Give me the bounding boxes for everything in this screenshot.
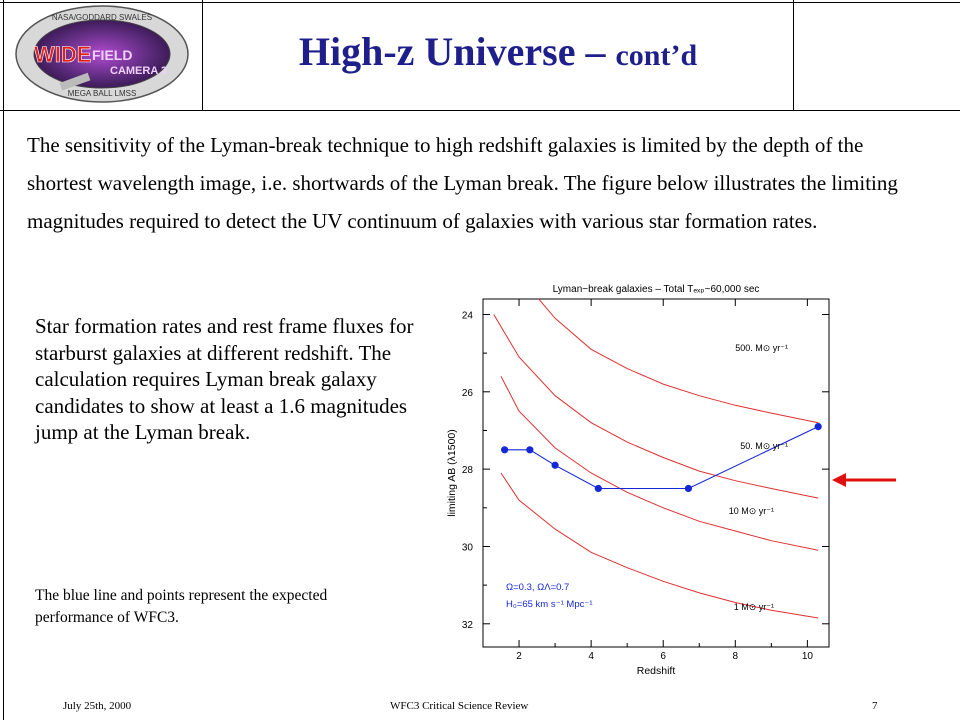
figure-caption: Star formation rates and rest frame flux… (35, 314, 414, 444)
y-axis-label: limiting AB (λ1500) (446, 429, 458, 517)
svg-text:NASA/GODDARD SWALES: NASA/GODDARD SWALES (52, 13, 152, 22)
footer-event: WFC3 Critical Science Review (390, 700, 529, 712)
svg-text:MEGA BALL LMSS: MEGA BALL LMSS (68, 89, 137, 98)
x-tick-label: 10 (802, 651, 814, 662)
x-tick-label: 8 (733, 651, 739, 662)
wfc3-point (551, 461, 559, 469)
y-tick-label: 30 (462, 542, 474, 553)
blue-line-note: The blue line and points represent the e… (35, 587, 328, 626)
wfc3-point (684, 484, 693, 493)
plot-frame (482, 298, 830, 648)
red-arrow-icon (832, 473, 896, 487)
curve-label: 50. M⊙ yr⁻¹ (740, 441, 788, 451)
wfc3-point (501, 446, 509, 454)
svg-text:WIDE: WIDE (34, 42, 91, 67)
x-axis-label: Redshift (637, 665, 676, 677)
svg-text:CAMERA 3: CAMERA 3 (110, 65, 167, 77)
wfc3-point (814, 423, 822, 431)
wfc3-point (594, 484, 602, 493)
curve-label: 500. M⊙ yr⁻¹ (735, 343, 788, 353)
title-sub: cont’d (615, 39, 698, 72)
x-tick-label: 2 (516, 651, 522, 662)
sfr-curve (500, 472, 819, 619)
wfc3-point (526, 446, 534, 454)
header-rule-bottom (0, 110, 960, 111)
intro-paragraph: The sensitivity of the Lyman-break techn… (27, 133, 898, 233)
header-divider-left (202, 0, 203, 111)
footer-date: July 25th, 2000 (63, 700, 132, 712)
curve-label: 1 M⊙ yr⁻¹ (734, 602, 774, 612)
series-group (493, 299, 822, 619)
wfc3-line (504, 426, 819, 490)
x-tick-label: 4 (588, 651, 594, 662)
hubble-annotation: H₀=65 km s⁻¹ Mpc⁻¹ (506, 599, 593, 610)
y-tick-label: 28 (462, 465, 474, 476)
chart-title: Lyman−break galaxies – Total Tₑₓₚ~60,000… (553, 284, 760, 295)
sfr-curve (538, 299, 819, 424)
sfr-curve (493, 314, 819, 499)
y-tick-label: 24 (462, 310, 474, 321)
y-tick-label: 26 (462, 388, 474, 399)
footer-page-number: 7 (872, 700, 878, 712)
frame-left-line (3, 0, 4, 720)
title-main: High-z Universe – (298, 29, 606, 74)
y-tick-label: 32 (462, 620, 474, 631)
svg-text:FIELD: FIELD (92, 47, 132, 63)
curve-label: 10 M⊙ yr⁻¹ (729, 506, 774, 516)
x-tick-label: 6 (660, 651, 666, 662)
wfc3-logo: NASA/GODDARD SWALES MEGA BALL LMSS WIDE … (15, 5, 189, 103)
header-rule-top (0, 2, 960, 3)
slide-title: High-z Universe – cont’d (203, 28, 793, 80)
header-divider-right (793, 0, 794, 111)
cosmology-annotation: Ω=0.3, ΩΛ=0.7 (506, 582, 569, 593)
lyman-break-chart: Lyman−break galaxies – Total Tₑₓₚ~60,000… (446, 284, 830, 677)
sfr-curve (500, 376, 819, 551)
